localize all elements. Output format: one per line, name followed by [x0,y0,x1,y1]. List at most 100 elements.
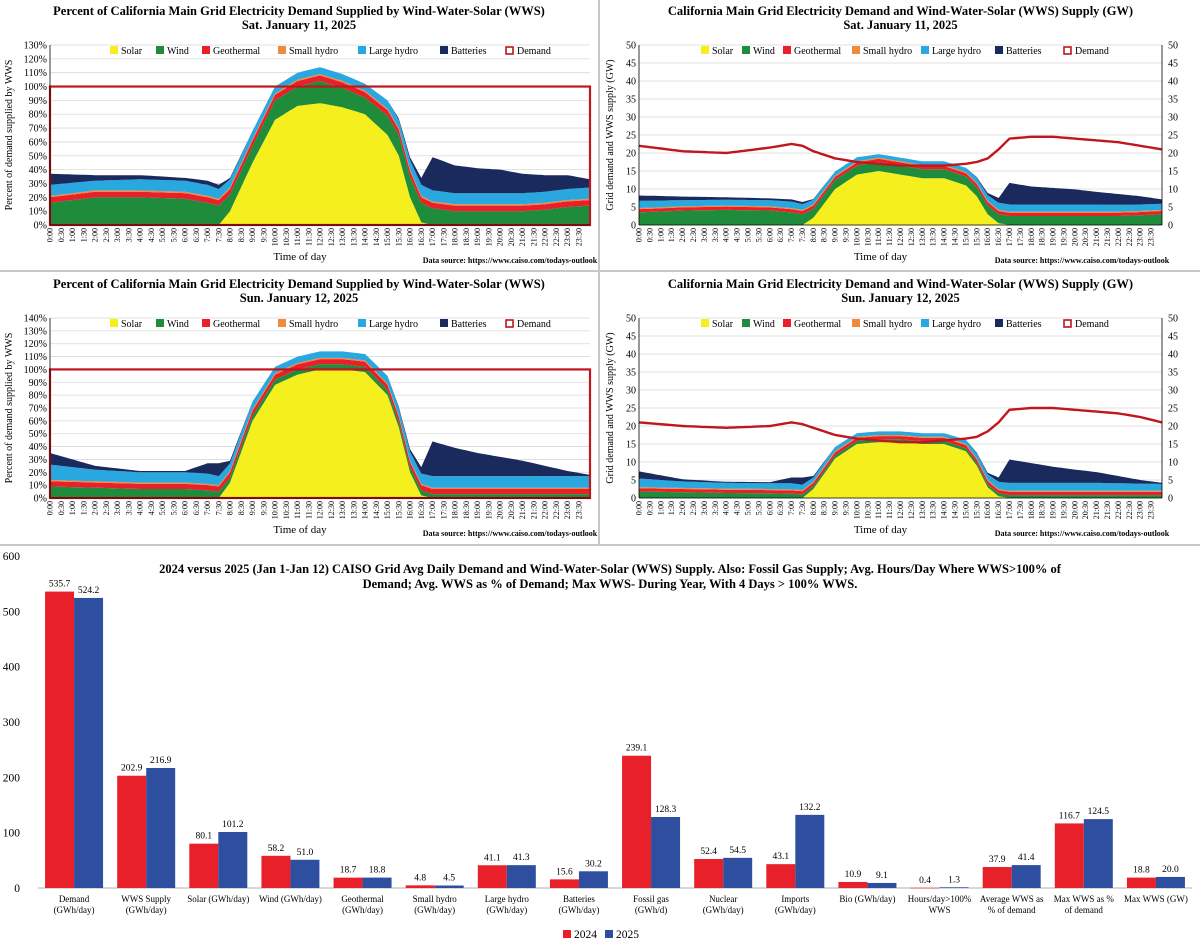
y-tick-label: 90% [29,378,47,389]
legend-label-wind: Wind [167,46,189,57]
area-solar [639,442,1162,498]
data-source: Data source: https://www.caiso.com/today… [995,256,1170,265]
x-tick-label: 3:00 [700,228,709,242]
y-tick-label: 0 [14,883,20,895]
x-tick-label: 8:30 [820,501,829,515]
bar-data-label: 15.6 [556,867,573,877]
legend-label-wind: Wind [167,319,189,330]
y-tick-label: 110% [24,68,47,79]
x-tick-label: 9:00 [831,228,840,242]
y-tick-label: 50 [626,41,636,52]
x-tick-label: 3:30 [711,501,720,515]
legend-swatch-demand [1063,319,1072,328]
x-tick-label: 16:00 [983,228,992,246]
x-tick-label: 19:00 [473,228,482,246]
x-tick-label: 22:30 [1125,501,1134,519]
x-category-label: Small hydro (GWh/day) [413,894,458,915]
x-tick-label: 10:30 [282,501,291,519]
legend-label-demand: Demand [1075,46,1109,57]
chart-pct-jan12: Percent of California Main Grid Electric… [4,277,598,538]
x-tick-label: 17:00 [1005,228,1014,246]
legend-swatch-demand [1063,46,1072,55]
x-tick-label: 15:00 [961,501,970,519]
x-tick-label: 14:00 [361,501,370,519]
x-tick-label: 16:00 [983,501,992,519]
x-tick-label: 22:30 [1125,228,1134,246]
x-tick-label: 13:00 [918,228,927,246]
legend-swatch-batteries [995,46,1003,54]
x-tick-label: 7:30 [214,501,223,515]
y-tick-label: 30 [626,113,636,124]
x-tick-label: 13:30 [929,501,938,519]
y-tick-label: 5 [631,203,636,214]
legend-label-large-hydro: Large hydro [369,319,418,330]
y2-tick-label: 40 [1168,350,1178,361]
x-tick-label: 2:00 [678,501,687,515]
x-tick-label: 1:00 [68,501,77,515]
panel-pct-jan11: Percent of California Main Grid Electric… [0,0,598,270]
x-tick-label: 0:00 [46,228,55,242]
legend-label-solar: Solar [121,46,143,57]
x-tick-label: 5:00 [158,228,167,242]
legend-swatch-wind [742,46,750,54]
x-category-label: Batteries (GWh/day) [558,894,599,915]
legend-label-solar: Solar [712,319,734,330]
y-tick-label: 600 [3,551,21,563]
x-tick-label: 5:00 [158,501,167,515]
legend-swatch-2024 [563,930,571,938]
x-tick-label: 14:30 [372,501,381,519]
legend-label-small-hydro: Small hydro [289,319,338,330]
chart-subtitle: Sun. January 12, 2025 [841,291,959,305]
legend-swatch-solar [701,46,709,54]
legend-label-2024: 2024 [574,929,597,941]
x-tick-label: 23:00 [1136,501,1145,519]
y2-tick-label: 45 [1168,332,1178,343]
bar-2025 [218,832,248,888]
legend-swatch-wind [156,46,164,54]
y-tick-label: 40% [29,165,47,176]
x-tick-label: 21:00 [518,501,527,519]
x-tick-label: 4:30 [147,228,156,242]
y-tick-label: 200 [3,772,21,784]
y2-tick-label: 0 [1168,494,1173,505]
legend-label-small-hydro: Small hydro [863,319,912,330]
data-source: Data source: https://www.caiso.com/today… [423,256,598,265]
bar-2024 [117,775,147,888]
x-tick-label: 4:00 [136,228,145,242]
chart-title: California Main Grid Electricity Demand … [668,277,1133,291]
x-tick-label: 7:00 [787,228,796,242]
x-tick-label: 1:30 [79,228,88,242]
x-tick-label: 0:30 [57,501,66,515]
x-category-label: Geothermal (GWh/day) [341,894,384,915]
bar-data-label: 37.9 [989,855,1006,865]
legend-swatch-large-hydro [358,319,366,327]
legend-label-demand: Demand [517,319,551,330]
y2-tick-label: 10 [1168,458,1178,469]
y-tick-label: 25 [626,131,636,142]
bar-data-label: 216.9 [150,756,172,766]
x-tick-label: 19:30 [1059,228,1068,246]
x-tick-label: 15:00 [961,228,970,246]
x-tick-label: 17:00 [428,501,437,519]
y-tick-label: 80% [29,110,47,121]
legend-label-solar: Solar [712,46,734,57]
y-axis-label: Percent of demand supplied by WWS [4,333,15,484]
y2-tick-label: 25 [1168,404,1178,415]
x-tick-label: 10:00 [271,501,280,519]
x-tick-label: 21:00 [1092,501,1101,519]
x-tick-label: 23:30 [1147,228,1156,246]
y-tick-label: 10 [626,458,636,469]
legend-swatch-batteries [440,46,448,54]
x-tick-label: 0:00 [635,228,644,242]
data-source: Data source: https://www.caiso.com/today… [995,529,1170,538]
y-tick-label: 25 [626,404,636,415]
bar-2024 [333,877,363,888]
panel-pct-jan12: Percent of California Main Grid Electric… [0,273,598,543]
x-tick-label: 8:30 [820,228,829,242]
bar-data-label: 128.3 [655,805,677,815]
legend-label-large-hydro: Large hydro [932,319,981,330]
x-tick-label: 5:30 [754,501,763,515]
x-tick-label: 10:00 [852,228,861,246]
x-tick-label: 13:00 [338,228,347,246]
x-tick-label: 16:00 [406,228,415,246]
